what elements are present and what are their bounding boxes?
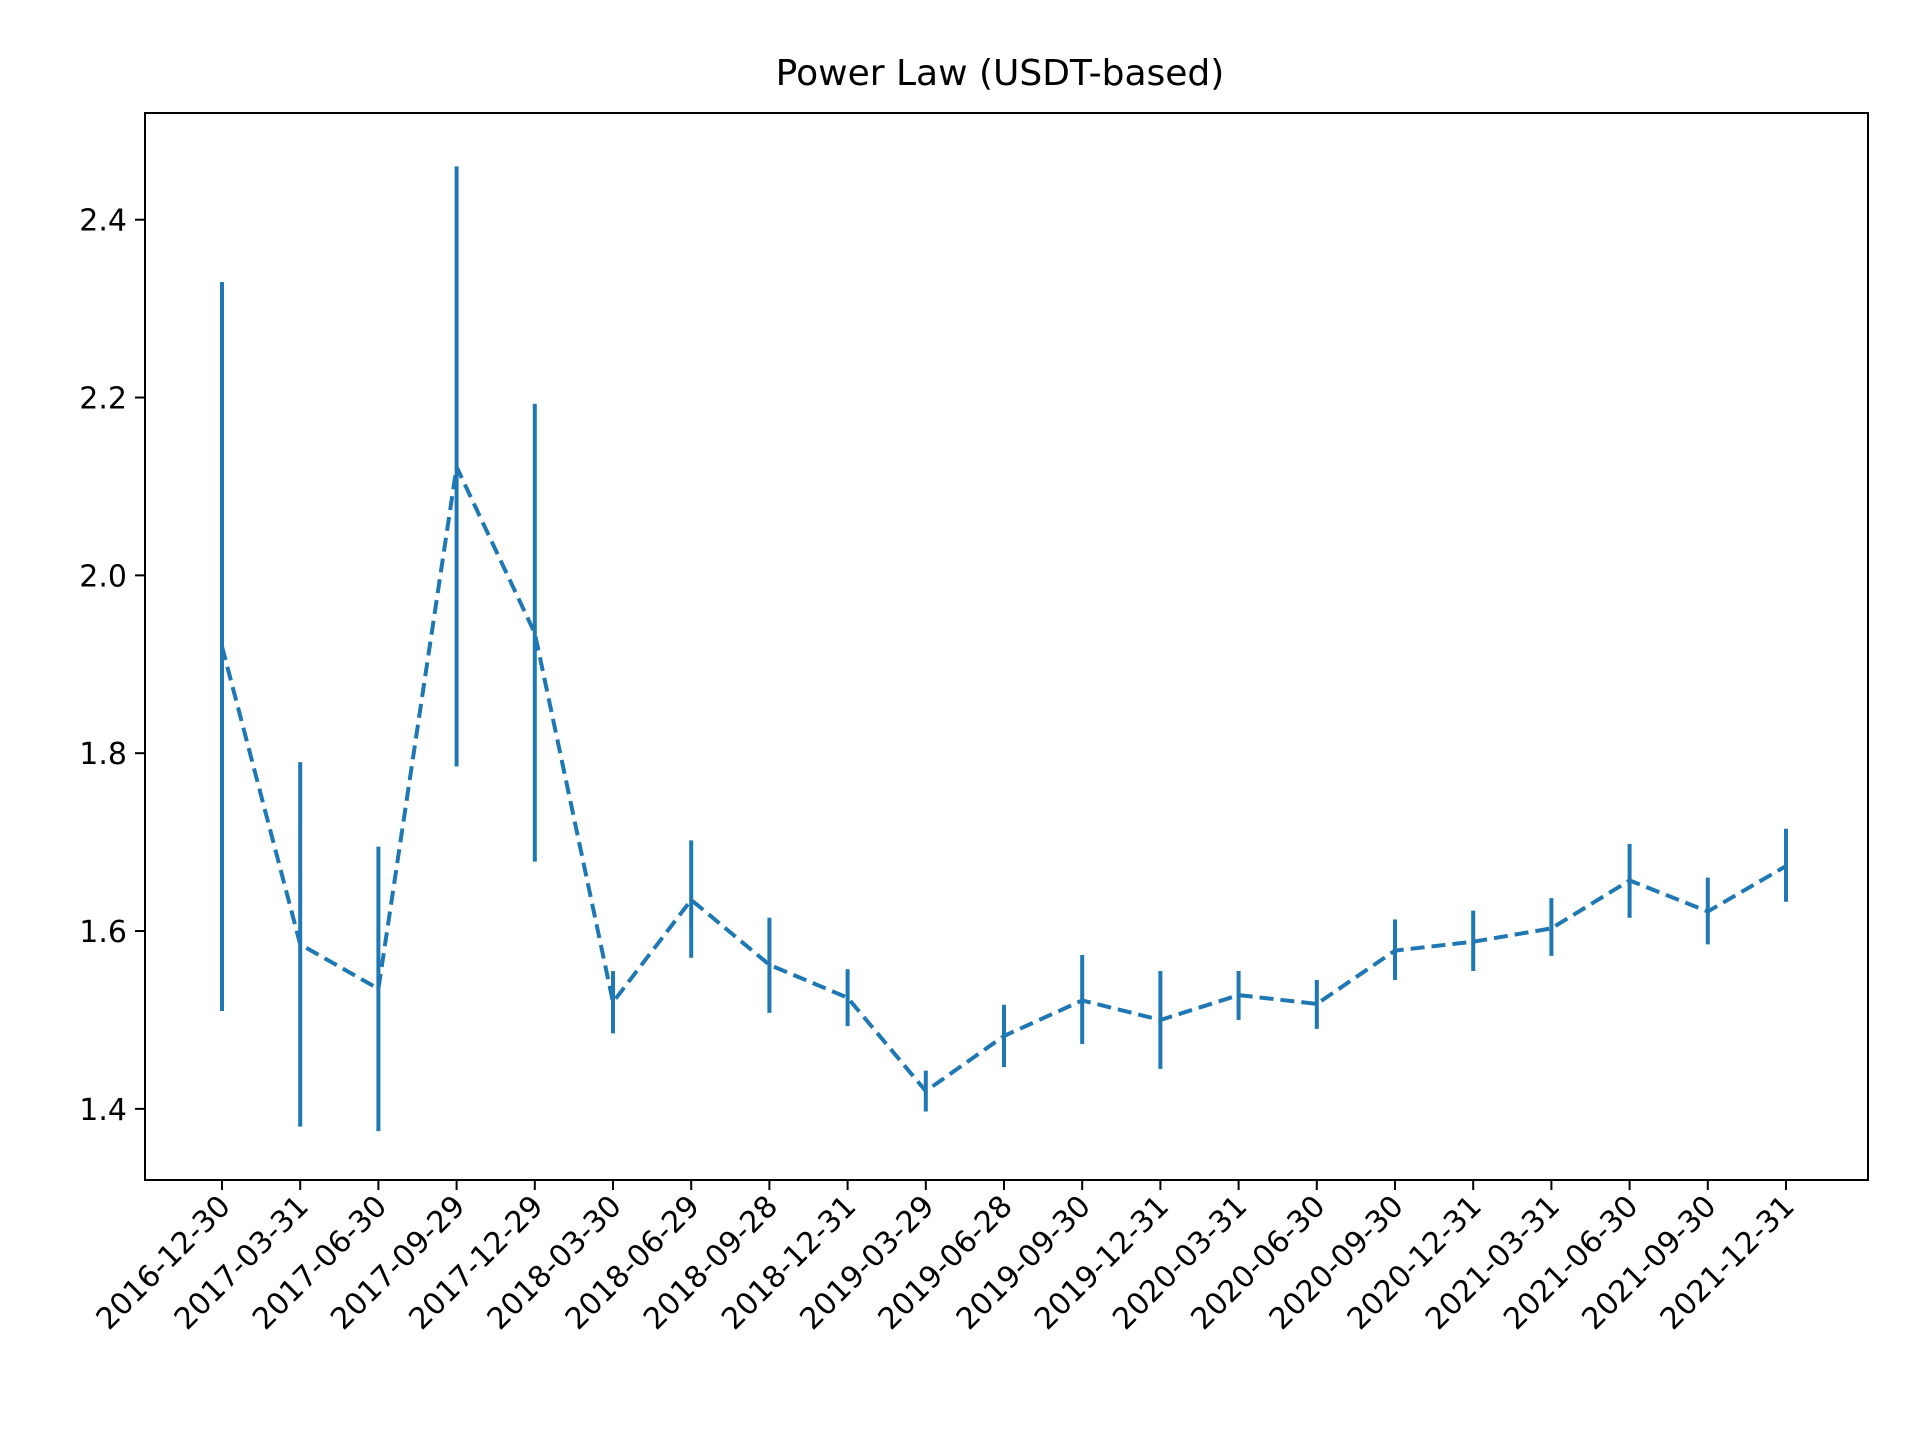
chart-title: Power Law (USDT-based) bbox=[776, 53, 1225, 94]
y-tick-label: 1.6 bbox=[79, 915, 127, 950]
series-layer bbox=[222, 166, 1786, 1131]
y-tick-label: 2.2 bbox=[79, 382, 127, 417]
y-tick-label: 1.4 bbox=[79, 1093, 127, 1128]
y-tick-label: 2.4 bbox=[79, 204, 127, 239]
x-tick-label: 2016-12-30 bbox=[90, 1189, 238, 1337]
y-tick-label: 1.8 bbox=[79, 737, 127, 772]
series-0 bbox=[222, 166, 1786, 1131]
plot-frame bbox=[145, 113, 1868, 1180]
x-axis: 2016-12-302017-03-312017-06-302017-09-29… bbox=[90, 1180, 1802, 1337]
y-tick-label: 2.0 bbox=[79, 559, 127, 594]
y-axis: 1.4 1.6 1.8 2.0 2.2 2.4 bbox=[79, 204, 145, 1128]
